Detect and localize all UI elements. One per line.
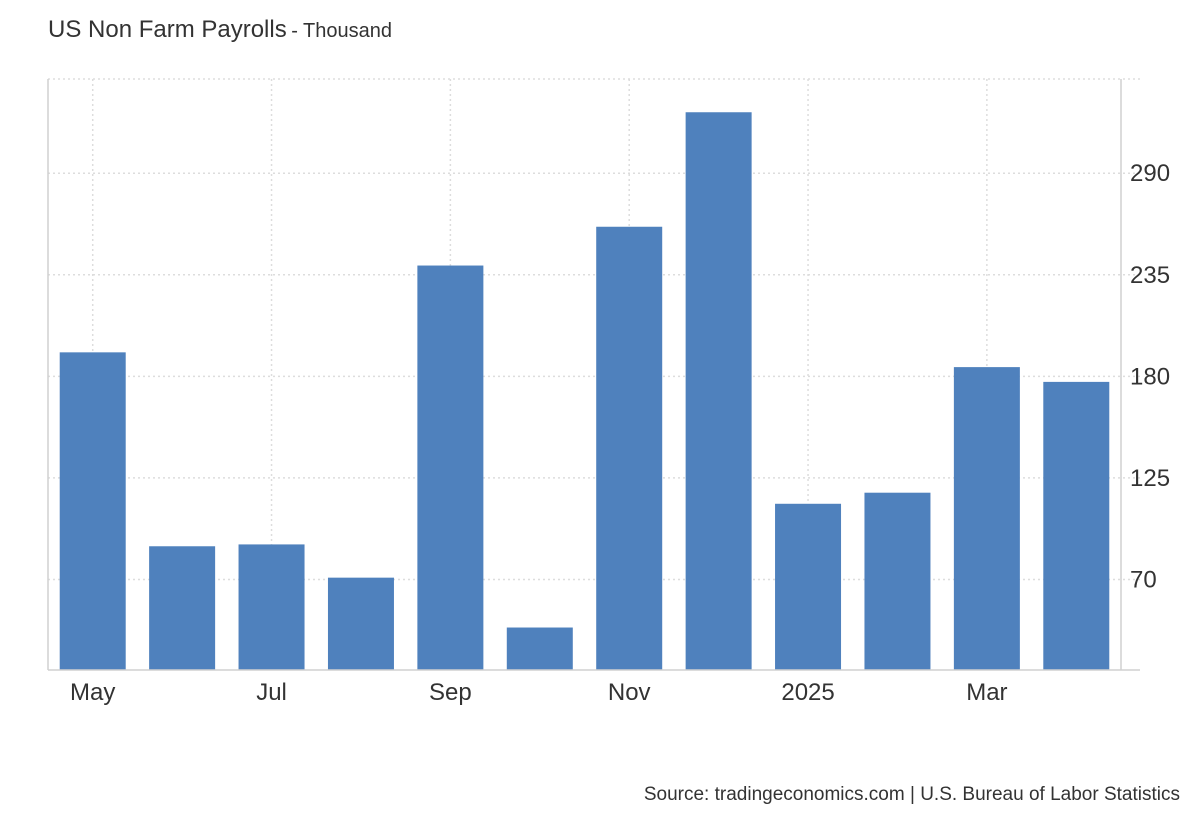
chart-title-row: US Non Farm Payrolls - Thousand [48,16,392,44]
bar [417,265,484,670]
bar [596,226,663,670]
bar [1043,381,1110,670]
source-note: Source: tradingeconomics.com | U.S. Bure… [643,784,1180,805]
bar [506,627,573,670]
y-tick-label: 70 [1130,567,1157,594]
x-tick-label: Sep [429,679,472,706]
bar [149,546,216,670]
chart-title: US Non Farm Payrolls [48,16,287,43]
bar [327,577,394,670]
y-tick-label: 290 [1130,160,1170,187]
x-tick-label: May [70,679,115,706]
bar [864,492,931,670]
y-tick-label: 125 [1130,465,1170,492]
x-tick-label: 2025 [781,679,834,706]
bar [238,544,305,670]
bar [685,112,752,670]
x-tick-label: Mar [966,679,1007,706]
chart-subtitle: - Thousand [291,20,392,42]
x-tick-label: Nov [608,679,651,706]
bar [59,352,126,670]
x-tick-label: Jul [256,679,287,706]
y-tick-label: 180 [1130,363,1170,390]
bar [775,503,842,670]
y-tick-label: 235 [1130,262,1170,289]
bar [953,367,1020,670]
